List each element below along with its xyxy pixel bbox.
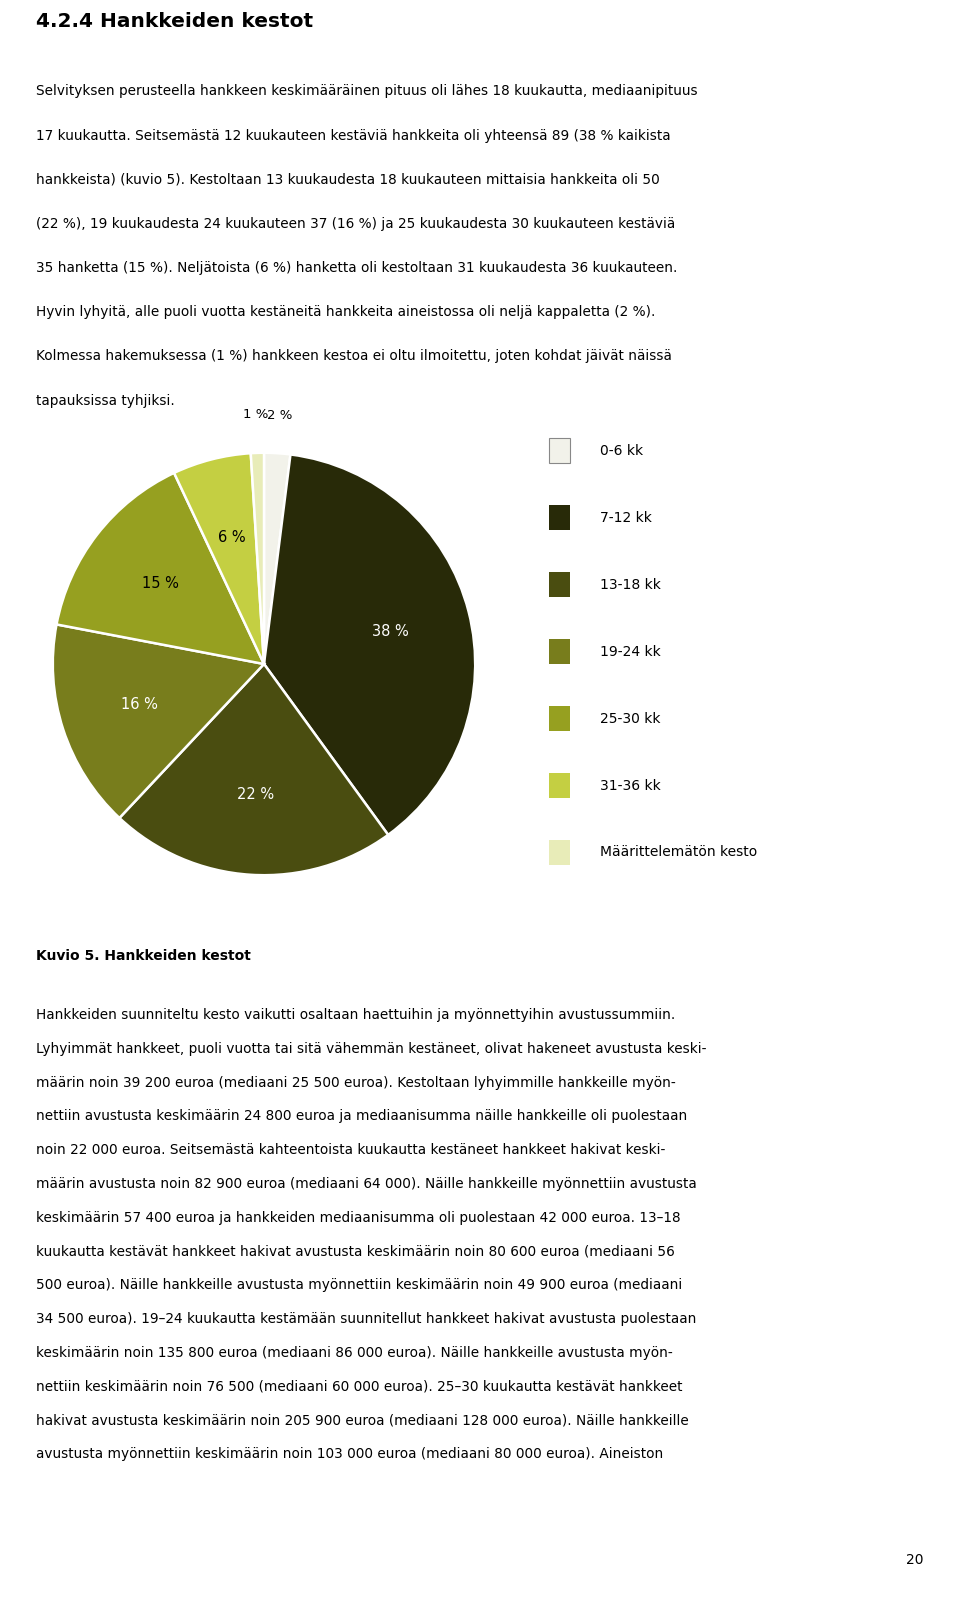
Wedge shape: [264, 453, 291, 664]
Text: 35 hanketta (15 %). Neljätoista (6 %) hanketta oli kestoltaan 31 kuukaudesta 36 : 35 hanketta (15 %). Neljätoista (6 %) ha…: [36, 261, 678, 275]
Text: määrin avustusta noin 82 900 euroa (mediaani 64 000). Näille hankkeille myönnett: määrin avustusta noin 82 900 euroa (medi…: [36, 1178, 697, 1190]
Wedge shape: [57, 474, 264, 664]
Bar: [549, 573, 570, 597]
Bar: [549, 638, 570, 664]
Text: Kuvio 5. Hankkeiden kestot: Kuvio 5. Hankkeiden kestot: [36, 949, 252, 963]
Text: 4.2.4 Hankkeiden kestot: 4.2.4 Hankkeiden kestot: [36, 11, 314, 30]
Text: 31-36 kk: 31-36 kk: [600, 779, 660, 792]
Text: keskimäärin 57 400 euroa ja hankkeiden mediaanisumma oli puolestaan 42 000 euroa: keskimäärin 57 400 euroa ja hankkeiden m…: [36, 1211, 681, 1224]
Text: Hankkeiden suunniteltu kesto vaikutti osaltaan haettuihin ja myönnettyihin avust: Hankkeiden suunniteltu kesto vaikutti os…: [36, 1008, 676, 1022]
Text: Hyvin lyhyitä, alle puoli vuotta kestäneitä hankkeita aineistossa oli neljä kapp: Hyvin lyhyitä, alle puoli vuotta kestäne…: [36, 306, 656, 320]
Text: Selvityksen perusteella hankkeen keskimääräinen pituus oli lähes 18 kuukautta, m: Selvityksen perusteella hankkeen keskimä…: [36, 85, 698, 99]
Bar: [549, 506, 570, 530]
Text: noin 22 000 euroa. Seitsemästä kahteentoista kuukautta kestäneet hankkeet hakiva: noin 22 000 euroa. Seitsemästä kahteento…: [36, 1142, 666, 1157]
Text: hankkeista) (kuvio 5). Kestoltaan 13 kuukaudesta 18 kuukauteen mittaisia hankkei: hankkeista) (kuvio 5). Kestoltaan 13 kuu…: [36, 173, 660, 187]
Text: 34 500 euroa). 19–24 kuukautta kestämään suunnitellut hankkeet hakivat avustusta: 34 500 euroa). 19–24 kuukautta kestämään…: [36, 1312, 697, 1326]
Text: nettiin keskimäärin noin 76 500 (mediaani 60 000 euroa). 25–30 kuukautta kestävä: nettiin keskimäärin noin 76 500 (mediaan…: [36, 1379, 683, 1394]
Text: Lyhyimmät hankkeet, puoli vuotta tai sitä vähemmän kestäneet, olivat hakeneet av: Lyhyimmät hankkeet, puoli vuotta tai sit…: [36, 1042, 707, 1056]
Text: määrin noin 39 200 euroa (mediaani 25 500 euroa). Kestoltaan lyhyimmille hankkei: määrin noin 39 200 euroa (mediaani 25 50…: [36, 1075, 676, 1090]
Text: Määrittelemätön kesto: Määrittelemätön kesto: [600, 845, 757, 859]
Text: 2 %: 2 %: [267, 408, 293, 422]
Bar: [549, 706, 570, 731]
Text: 17 kuukautta. Seitsemästä 12 kuukauteen kestäviä hankkeita oli yhteensä 89 (38 %: 17 kuukautta. Seitsemästä 12 kuukauteen …: [36, 128, 671, 142]
Text: Kolmessa hakemuksessa (1 %) hankkeen kestoa ei oltu ilmoitettu, joten kohdat jäi: Kolmessa hakemuksessa (1 %) hankkeen kes…: [36, 349, 672, 363]
Text: (22 %), 19 kuukaudesta 24 kuukauteen 37 (16 %) ja 25 kuukaudesta 30 kuukauteen k: (22 %), 19 kuukaudesta 24 kuukauteen 37 …: [36, 218, 676, 230]
Text: 38 %: 38 %: [372, 624, 409, 638]
Wedge shape: [119, 664, 388, 875]
Text: 6 %: 6 %: [218, 530, 245, 544]
Text: 20: 20: [906, 1554, 924, 1566]
Wedge shape: [264, 454, 475, 835]
Text: avustusta myönnettiin keskimäärin noin 103 000 euroa (mediaani 80 000 euroa). Ai: avustusta myönnettiin keskimäärin noin 1…: [36, 1446, 663, 1461]
Text: keskimäärin noin 135 800 euroa (mediaani 86 000 euroa). Näille hankkeille avustu: keskimäärin noin 135 800 euroa (mediaani…: [36, 1346, 673, 1360]
Text: 1 %: 1 %: [244, 408, 269, 421]
Text: nettiin avustusta keskimäärin 24 800 euroa ja mediaanisumma näille hankkeille ol: nettiin avustusta keskimäärin 24 800 eur…: [36, 1109, 687, 1123]
Text: 25-30 kk: 25-30 kk: [600, 712, 660, 725]
Text: kuukautta kestävät hankkeet hakivat avustusta keskimäärin noin 80 600 euroa (med: kuukautta kestävät hankkeet hakivat avus…: [36, 1245, 675, 1259]
Text: 0-6 kk: 0-6 kk: [600, 443, 643, 458]
Text: 22 %: 22 %: [237, 787, 275, 802]
Text: 7-12 kk: 7-12 kk: [600, 510, 652, 525]
Bar: [549, 773, 570, 798]
Text: 500 euroa). Näille hankkeille avustusta myönnettiin keskimäärin noin 49 900 euro: 500 euroa). Näille hankkeille avustusta …: [36, 1278, 683, 1293]
Text: 13-18 kk: 13-18 kk: [600, 578, 660, 592]
Bar: [549, 840, 570, 866]
Wedge shape: [53, 624, 264, 818]
Text: 19-24 kk: 19-24 kk: [600, 645, 660, 659]
Wedge shape: [174, 453, 264, 664]
Text: 15 %: 15 %: [142, 576, 179, 592]
Text: tapauksissa tyhjiksi.: tapauksissa tyhjiksi.: [36, 394, 176, 408]
Wedge shape: [251, 453, 264, 664]
Text: hakivat avustusta keskimäärin noin 205 900 euroa (mediaani 128 000 euroa). Näill: hakivat avustusta keskimäärin noin 205 9…: [36, 1413, 689, 1427]
Text: 16 %: 16 %: [121, 698, 157, 712]
Bar: [549, 438, 570, 462]
